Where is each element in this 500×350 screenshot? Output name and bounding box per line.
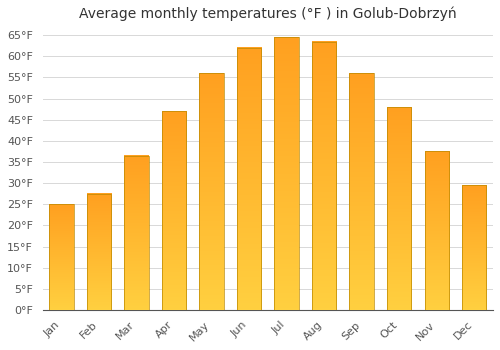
Bar: [237, 48, 262, 310]
Bar: [424, 152, 449, 310]
Bar: [462, 185, 486, 310]
Bar: [312, 42, 336, 310]
Bar: [124, 156, 148, 310]
Title: Average monthly temperatures (°F ) in Golub-Dobrzyń: Average monthly temperatures (°F ) in Go…: [79, 7, 456, 21]
Bar: [387, 107, 411, 310]
Bar: [462, 185, 486, 310]
Bar: [200, 73, 224, 310]
Bar: [162, 111, 186, 310]
Bar: [387, 107, 411, 310]
Bar: [124, 156, 148, 310]
Bar: [200, 73, 224, 310]
Bar: [162, 111, 186, 310]
Bar: [49, 204, 74, 310]
Bar: [350, 73, 374, 310]
Bar: [49, 204, 74, 310]
Bar: [424, 152, 449, 310]
Bar: [312, 42, 336, 310]
Bar: [237, 48, 262, 310]
Bar: [350, 73, 374, 310]
Bar: [87, 194, 111, 310]
Bar: [87, 194, 111, 310]
Bar: [274, 37, 299, 310]
Bar: [274, 37, 299, 310]
